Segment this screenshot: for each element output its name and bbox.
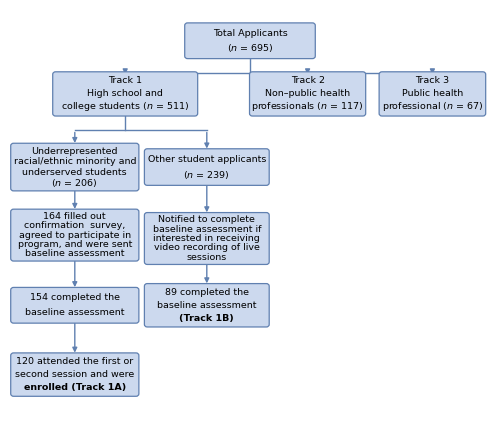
- Text: college students ($n$ = 511): college students ($n$ = 511): [61, 101, 190, 113]
- Text: Track 3: Track 3: [416, 76, 450, 85]
- Text: confirmation  survey,: confirmation survey,: [24, 221, 126, 230]
- Text: 120 attended the first or: 120 attended the first or: [16, 358, 134, 366]
- Text: second session and were: second session and were: [15, 370, 134, 379]
- FancyBboxPatch shape: [52, 72, 198, 116]
- Text: Public health: Public health: [402, 89, 463, 98]
- Text: ($n$ = 206): ($n$ = 206): [52, 177, 98, 189]
- Text: Underrepresented: Underrepresented: [32, 147, 118, 155]
- FancyBboxPatch shape: [144, 284, 269, 327]
- FancyBboxPatch shape: [10, 288, 139, 323]
- Text: underserved students: underserved students: [22, 168, 127, 177]
- FancyBboxPatch shape: [10, 143, 139, 191]
- Text: baseline assessment: baseline assessment: [25, 249, 124, 258]
- Text: Track 1: Track 1: [108, 76, 142, 85]
- Text: sessions: sessions: [186, 253, 227, 262]
- FancyBboxPatch shape: [10, 209, 139, 261]
- Text: Other student applicants: Other student applicants: [148, 155, 266, 164]
- Text: 89 completed the: 89 completed the: [165, 288, 249, 297]
- Text: racial/ethnic minority and: racial/ethnic minority and: [14, 157, 136, 166]
- Text: (Track 1B): (Track 1B): [180, 314, 234, 323]
- Text: 164 filled out: 164 filled out: [44, 212, 106, 221]
- Text: baseline assessment if: baseline assessment if: [152, 225, 261, 233]
- Text: High school and: High school and: [88, 89, 163, 98]
- Text: professionals ($n$ = 117): professionals ($n$ = 117): [252, 101, 364, 113]
- Text: 154 completed the: 154 completed the: [30, 293, 120, 302]
- Text: interested in receiving: interested in receiving: [154, 234, 260, 243]
- FancyBboxPatch shape: [250, 72, 366, 116]
- Text: Total Applicants: Total Applicants: [212, 29, 288, 38]
- Text: program, and were sent: program, and were sent: [18, 240, 132, 249]
- Text: Non–public health: Non–public health: [265, 89, 350, 98]
- Text: enrolled (Track 1A): enrolled (Track 1A): [24, 383, 126, 392]
- FancyBboxPatch shape: [144, 213, 269, 264]
- Text: Notified to complete: Notified to complete: [158, 215, 255, 224]
- FancyBboxPatch shape: [10, 353, 139, 396]
- Text: Track 2: Track 2: [290, 76, 324, 85]
- FancyBboxPatch shape: [144, 149, 269, 185]
- Text: ($n$ = 239): ($n$ = 239): [184, 169, 230, 181]
- Text: baseline assessment: baseline assessment: [25, 308, 124, 318]
- Text: baseline assessment: baseline assessment: [157, 301, 256, 310]
- Text: agreed to participate in: agreed to participate in: [18, 231, 131, 240]
- Text: professional ($n$ = 67): professional ($n$ = 67): [382, 101, 483, 113]
- FancyBboxPatch shape: [184, 23, 316, 58]
- Text: video recording of live: video recording of live: [154, 243, 260, 253]
- Text: ($n$ = 695): ($n$ = 695): [226, 43, 274, 54]
- FancyBboxPatch shape: [379, 72, 486, 116]
